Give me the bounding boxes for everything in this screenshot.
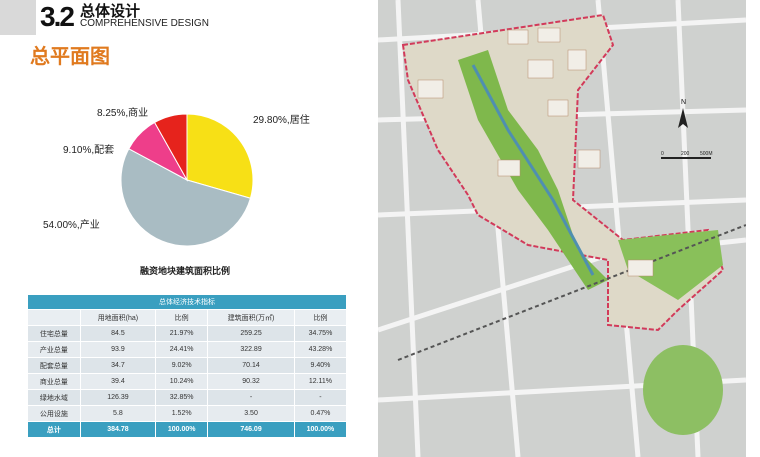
- table-cell: 34.7: [79, 357, 157, 374]
- table-caption: 总体经济技术指标: [27, 294, 347, 310]
- table-cell: 0.47%: [293, 405, 348, 422]
- table-total-row: 总计 384.78 100.00% 746.09 100.00%: [27, 421, 348, 438]
- pie-slice-1: [120, 148, 252, 247]
- table-cell: 建筑面积(万㎡): [207, 309, 295, 326]
- table-cell: 39.4: [79, 373, 157, 390]
- table-cell: 746.09: [207, 421, 295, 438]
- table-cell: 34.75%: [293, 325, 348, 342]
- table-cell: 90.32: [207, 373, 295, 390]
- table-cell: 100.00%: [293, 421, 348, 438]
- table-cell: 12.11%: [293, 373, 348, 390]
- table-cell: 比例: [155, 309, 209, 326]
- pie-label-commercial: 8.25%,商业: [97, 108, 149, 119]
- table-cell: 21.97%: [155, 325, 209, 342]
- pie-label-industry: 54.00%,产业: [43, 220, 100, 231]
- table-cell: 住宅总量: [27, 325, 81, 342]
- pie-slice-0: [186, 113, 254, 199]
- table-cell: 绿地水域: [27, 389, 81, 406]
- scale-bar: [661, 157, 711, 159]
- table-cell: -: [293, 389, 348, 406]
- table-cell: 5.8: [79, 405, 157, 422]
- table-cell: 公用设施: [27, 405, 81, 422]
- table-cell: 384.78: [79, 421, 157, 438]
- table-cell: 32.85%: [155, 389, 209, 406]
- chart-title: 融资地块建筑面积比例: [139, 266, 230, 276]
- table-cell: 9.40%: [293, 357, 348, 374]
- section-subtitle: COMPREHENSIVE DESIGN: [80, 18, 209, 29]
- table-header-row: 用地面积(ha) 比例 建筑面积(万㎡) 比例: [27, 309, 348, 326]
- table-cell: 3.50: [207, 405, 295, 422]
- table-row: 产业总量 93.9 24.41% 322.89 43.28%: [27, 341, 348, 358]
- table-cell: 商业总量: [27, 373, 81, 390]
- north-arrow-icon: [678, 108, 688, 128]
- svg-text:200: 200: [681, 151, 690, 157]
- economic-indicators-table: 总体经济技术指标 用地面积(ha) 比例 建筑面积(万㎡) 比例 住宅总量 84.5 21.…: [27, 294, 348, 438]
- pie-slice-3: [153, 113, 188, 182]
- table-cell: 93.9: [79, 341, 157, 358]
- table-cell: 126.39: [79, 389, 157, 406]
- table-row: 配套总量 34.7 9.02% 70.14 9.40%: [27, 357, 348, 374]
- railway: [397, 224, 746, 361]
- table-cell: 43.28%: [293, 341, 348, 358]
- river: [471, 64, 595, 276]
- page-title: 总平面图: [30, 46, 110, 68]
- table-row: 公用设施 5.8 1.52% 3.50 0.47%: [27, 405, 348, 422]
- table-cell: 配套总量: [27, 357, 81, 374]
- table-cell: 1.52%: [155, 405, 209, 422]
- table-cell: 10.24%: [155, 373, 209, 390]
- table-cell: 比例: [293, 309, 348, 326]
- table-cell: 产业总量: [27, 341, 81, 358]
- header-accent-bar: [0, 0, 36, 35]
- section-number: 3.2: [40, 1, 75, 32]
- table-row: 绿地水域 126.39 32.85% - -: [27, 389, 348, 406]
- table-row: 商业总量 39.4 10.24% 90.32 12.11%: [27, 373, 348, 390]
- north-label: N: [681, 99, 686, 106]
- svg-text:500M: 500M: [700, 151, 713, 157]
- section-title: 总体设计: [80, 3, 141, 20]
- table-row: 住宅总量 84.5 21.97% 259.25 34.75%: [27, 325, 348, 342]
- table-cell: -: [207, 389, 295, 406]
- table-cell: 100.00%: [155, 421, 209, 438]
- table-cell: 322.89: [207, 341, 295, 358]
- master-plan-map: N 0 200 500M: [378, 0, 746, 457]
- table-cell: 70.14: [207, 357, 295, 374]
- table-cell: 总计: [27, 421, 81, 438]
- table-cell: [27, 309, 81, 326]
- table-cell: 84.5: [79, 325, 157, 342]
- table-cell: 9.02%: [155, 357, 209, 374]
- park-hill: [643, 345, 723, 435]
- pie-label-residential: 29.80%,居住: [253, 115, 310, 126]
- pie-label-supporting: 9.10%,配套: [63, 145, 115, 156]
- pie-chart: [120, 113, 254, 247]
- svg-text:0: 0: [661, 151, 664, 157]
- table-cell: 259.25: [207, 325, 295, 342]
- table-cell: 24.41%: [155, 341, 209, 358]
- table-cell: 用地面积(ha): [79, 309, 157, 326]
